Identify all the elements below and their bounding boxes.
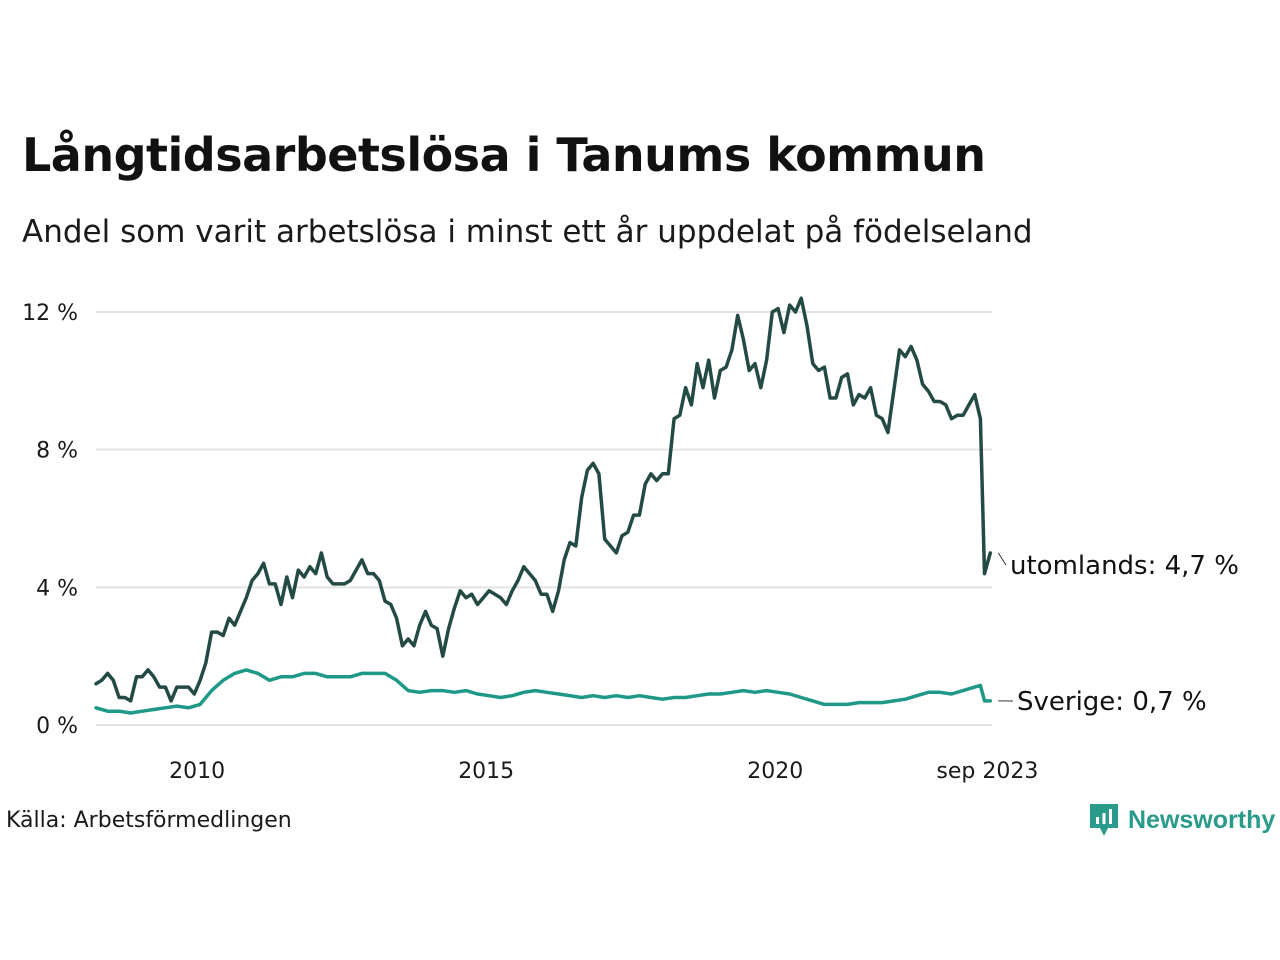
- x-tick-label: 2015: [458, 759, 514, 784]
- y-tick-label: 0 %: [36, 714, 78, 739]
- brand-logo: Newsworthy: [1088, 802, 1275, 838]
- end-label-sverige: Sverige: 0,7 %: [1017, 687, 1207, 717]
- newsworthy-icon: [1090, 804, 1118, 836]
- x-tick-label: sep 2023: [936, 759, 1038, 784]
- y-tick-label: 12 %: [22, 301, 78, 326]
- y-tick-label: 8 %: [36, 439, 78, 464]
- y-tick-label: 4 %: [36, 576, 78, 601]
- chart-title: Långtidsarbetslösa i Tanums kommun: [22, 128, 986, 182]
- x-tick-label: 2010: [169, 759, 225, 784]
- series-line-sverige: [94, 668, 993, 715]
- end-label-leader: [997, 552, 1007, 566]
- chart-subtitle: Andel som varit arbetslösa i minst ett å…: [22, 214, 1033, 250]
- x-tick-label: 2020: [747, 759, 803, 784]
- line-chart: 0 % 4 % 8 % 12 % 2010 2015 2020 sep 2023 utomlan…: [22, 296, 1239, 784]
- brand-name: Newsworthy: [1128, 805, 1276, 834]
- series-line-utomlands: [94, 296, 993, 703]
- end-label-utomlands: utomlands: 4,7 %: [1010, 551, 1239, 581]
- source-note: Källa: Arbetsförmedlingen: [6, 808, 292, 833]
